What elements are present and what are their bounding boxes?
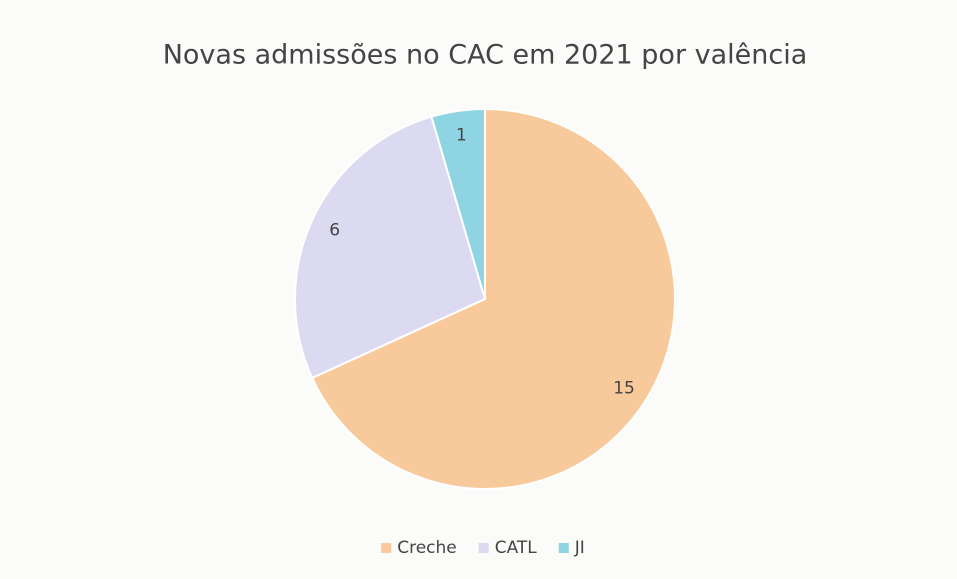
legend-marker: [558, 543, 569, 553]
data-label: 15: [613, 378, 635, 398]
legend-marker: [381, 543, 392, 553]
pie-slice: [430, 107, 486, 300]
legend-marker: [478, 543, 489, 553]
data-label: 1: [456, 125, 467, 145]
legend-label: JI: [574, 538, 585, 558]
pie-slice: [294, 115, 487, 380]
chart-title: Novas admissões no CAC em 2021 por valên…: [163, 40, 808, 71]
pie-slice: [310, 107, 676, 490]
legend-label: CATL: [495, 538, 538, 558]
data-label: 6: [329, 220, 340, 240]
legend-label: Creche: [397, 538, 457, 558]
